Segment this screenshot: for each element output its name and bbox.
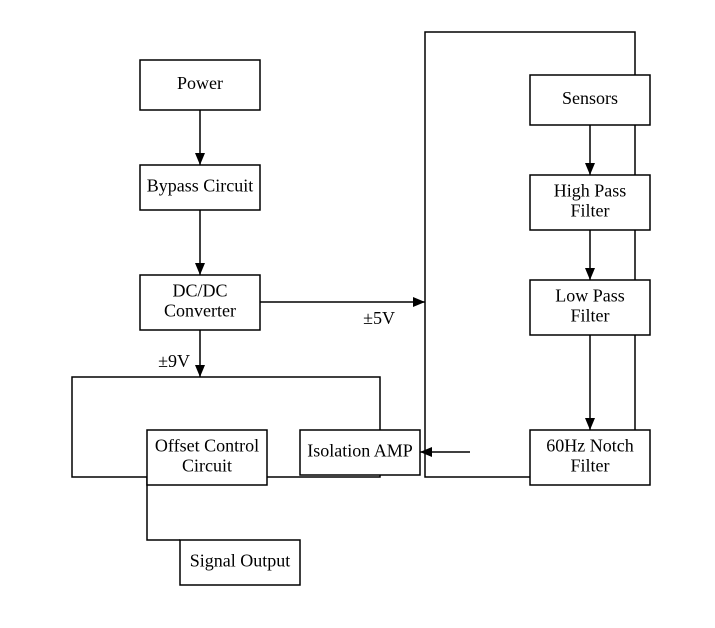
signal-label: Signal Output: [190, 551, 291, 571]
lpf-label: Filter: [571, 306, 610, 326]
arrowhead: [420, 447, 432, 457]
hpf-label: High Pass: [554, 181, 627, 201]
arrowhead: [585, 268, 595, 280]
offset-label: Offset Control: [155, 436, 259, 456]
arrowhead: [413, 297, 425, 307]
arrowhead: [195, 153, 205, 165]
lpf-label: Low Pass: [555, 286, 625, 306]
arrowhead: [585, 418, 595, 430]
edge-label: ±5V: [363, 308, 395, 328]
arrowhead: [585, 163, 595, 175]
hpf-label: Filter: [571, 201, 610, 221]
power-label: Power: [177, 73, 223, 93]
edge: [147, 477, 180, 540]
dcdc-label: Converter: [164, 301, 236, 321]
arrowhead: [195, 365, 205, 377]
edge-label: ±9V: [158, 351, 190, 371]
block-diagram: ±9V ±5V Power Bypass Circuit DC/DCConverter O…: [0, 0, 715, 628]
dcdc-label: DC/DC: [172, 281, 227, 301]
arrowhead: [195, 263, 205, 275]
bypass-label: Bypass Circuit: [147, 176, 254, 196]
sensors-label: Sensors: [562, 88, 618, 108]
offset-label: Circuit: [182, 456, 232, 476]
isoamp-label: Isolation AMP: [307, 441, 413, 461]
notch-label: 60Hz Notch: [546, 436, 633, 456]
notch-label: Filter: [571, 456, 610, 476]
